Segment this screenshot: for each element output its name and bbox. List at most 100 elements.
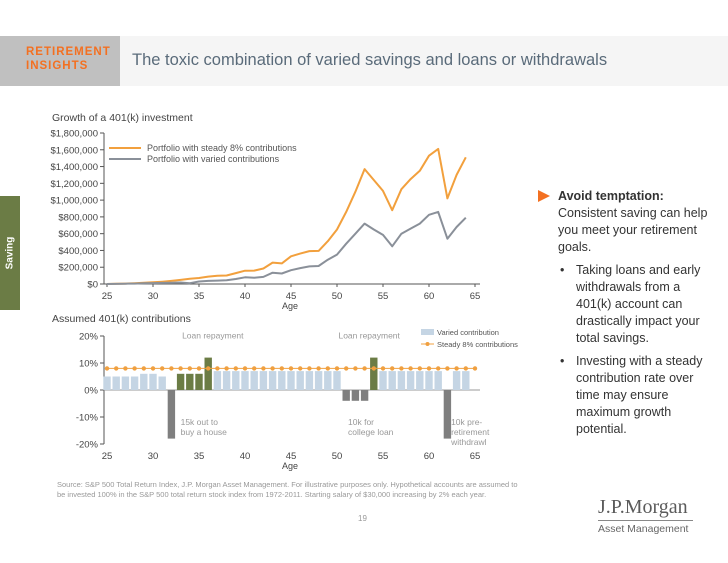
steady-point (362, 366, 367, 371)
annotation-line: buy a house (181, 427, 228, 437)
steady-point (408, 366, 413, 371)
contribution-bar (379, 371, 387, 390)
y-tick-label: $600,000 (58, 229, 98, 240)
contribution-bar (103, 376, 111, 390)
right-panel-text: Consistent saving can help you meet your… (558, 206, 708, 254)
contribution-bar (176, 373, 185, 390)
steady-point (196, 366, 202, 371)
x-tick-label: 30 (148, 451, 159, 462)
contribution-bar (452, 371, 461, 390)
steady-point (178, 366, 183, 371)
page-title: The toxic combination of varied savings … (132, 51, 608, 69)
contribution-bar (333, 371, 341, 390)
contribution-bar (195, 373, 203, 390)
steady-point (270, 366, 275, 371)
x-tick-label: 25 (102, 451, 113, 462)
steady-point (261, 366, 266, 371)
line-chart-title: Growth of a 401(k) investment (52, 112, 193, 124)
steady-point (298, 366, 303, 371)
contribution-bar (443, 390, 452, 439)
contribution-bar (397, 371, 406, 390)
x-tick-label: 60 (424, 451, 435, 462)
bullet-icon: • (560, 354, 565, 368)
y-tick-label: $1,000,000 (50, 196, 98, 207)
steady-point (344, 366, 349, 371)
x-tick-label: 25 (102, 291, 113, 302)
contribution-bar (388, 371, 396, 390)
brand-line1: RETIREMENT (26, 46, 111, 58)
bullet-item: • Investing with a steady contribution r… (538, 353, 713, 438)
side-tab: Saving (0, 196, 20, 310)
bar-chart: Assumed 401(k) contributions -20% -10% 0% 10… (52, 313, 518, 471)
x-tick-label: 50 (332, 291, 343, 302)
x-tick-label: 55 (378, 291, 389, 302)
right-panel-heading-row: Avoid temptation: (538, 188, 713, 205)
annotation-label: 10k pre-retirement withdrawl (450, 417, 490, 447)
contribution-bar (324, 371, 332, 390)
contribution-bar (158, 376, 166, 390)
x-tick-label: 65 (470, 291, 481, 302)
y-tick-label: 20% (79, 332, 99, 343)
bullet-text: Taking loans and early withdrawals from … (576, 263, 701, 345)
x-tick-label: 65 (470, 451, 481, 462)
right-panel: Avoid temptation: Consistent saving can … (538, 188, 713, 438)
x-tick-label: 60 (424, 291, 435, 302)
steady-point (169, 366, 174, 371)
annotation-line: withdrawl (450, 437, 487, 447)
annotation-label: Loan repayment (182, 331, 244, 341)
steady-point (215, 366, 220, 371)
bullet-text: Investing with a steady contribution rat… (576, 354, 703, 436)
steady-point (472, 366, 478, 371)
steady-point (445, 366, 450, 371)
contribution-bar (167, 390, 176, 439)
header-accent-band (0, 36, 120, 86)
right-panel-heading: Avoid temptation: (558, 189, 664, 203)
contribution-bar (406, 371, 415, 390)
contribution-bar (130, 376, 139, 390)
contribution-bar (370, 357, 378, 390)
contribution-bar (305, 371, 314, 390)
steady-point (334, 366, 340, 371)
contribution-bar (296, 371, 304, 390)
line-chart: Growth of a 401(k) investment $0 $200,000 $… (50, 112, 480, 311)
contribution-bar (204, 357, 212, 390)
annotation-line: college loan (348, 427, 394, 437)
steady-point (399, 366, 404, 371)
annotation-line: 10k pre- (451, 417, 482, 427)
x-tick-label: 30 (148, 291, 159, 302)
source-note: Source: S&P 500 Total Return Index, J.P.… (57, 480, 518, 499)
jpmorgan-logo: J.P.Morgan Asset Management (598, 496, 693, 535)
contribution-bar (360, 390, 369, 401)
series-line-steady (106, 147, 467, 285)
contribution-bar (259, 371, 268, 390)
y-tick-label: 0% (84, 386, 98, 397)
contribution-bar (250, 371, 258, 390)
contribution-bar (140, 373, 148, 390)
steady-point (279, 366, 284, 371)
annotation-line: 15k out to (181, 417, 219, 427)
logo-name: J.P.Morgan (598, 496, 688, 518)
bullet-icon: • (560, 263, 565, 277)
arrow-icon (538, 190, 550, 202)
steady-point (353, 366, 358, 371)
contribution-bar (342, 390, 350, 401)
y-tick-label: $1,600,000 (50, 145, 98, 156)
y-tick-label: $0 (87, 280, 98, 291)
legend-label: Portfolio with steady 8% contributions (147, 143, 297, 153)
steady-point (325, 366, 330, 371)
contribution-bar (121, 376, 130, 390)
steady-point (371, 366, 376, 371)
x-axis-label: Age (282, 301, 298, 311)
page-number: 19 (358, 514, 367, 523)
legend-label: Varied contribution (437, 328, 499, 337)
steady-point (123, 366, 128, 371)
series-line-varied (106, 210, 467, 285)
contribution-bar (241, 371, 249, 390)
contribution-bar (425, 371, 433, 390)
x-axis-label: Age (282, 461, 298, 471)
steady-point (132, 366, 137, 371)
steady-point (463, 366, 468, 371)
steady-point (288, 366, 294, 371)
contribution-bar (213, 371, 222, 390)
brand-line2: INSIGHTS (26, 60, 89, 72)
